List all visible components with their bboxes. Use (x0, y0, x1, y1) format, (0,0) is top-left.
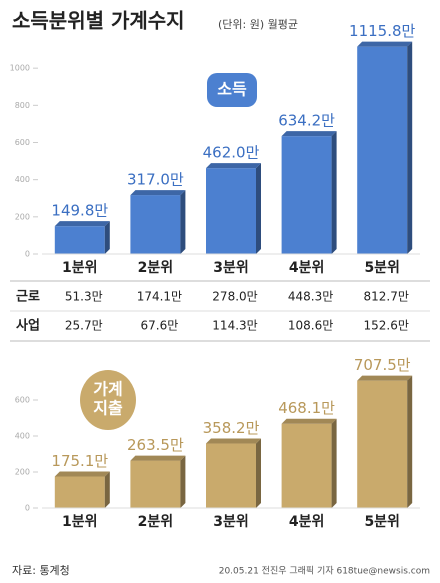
subtitle: (단위: 원) 월평균 (218, 18, 298, 31)
table-cell: 25.7만 (65, 319, 103, 333)
x-tick-label: 4분위 (289, 260, 325, 276)
y-tick-label: 800 (15, 101, 30, 110)
bar-top (54, 221, 110, 227)
bar-side (331, 418, 337, 508)
value-label: 149.8만 (51, 202, 108, 220)
bar (357, 380, 408, 508)
bar (206, 443, 256, 508)
y-tick-label: 200 (15, 468, 30, 477)
x-tick-label: 3분위 (213, 260, 249, 276)
bar-side (104, 471, 110, 508)
bar-side (407, 375, 413, 508)
value-label: 317.0만 (127, 171, 184, 189)
source: 자료: 통계청 (12, 564, 70, 577)
value-label: 1115.8만 (349, 22, 415, 40)
bar (281, 423, 332, 508)
bar (54, 226, 105, 254)
label-badge (80, 370, 136, 430)
table-cell: 114.3만 (212, 319, 257, 333)
y-tick-label: 0 (25, 250, 30, 259)
bar (130, 460, 181, 508)
row-header: 사업 (16, 318, 40, 334)
value-label: 263.5만 (127, 436, 184, 454)
bar-top (130, 190, 186, 196)
bar-side (256, 163, 261, 254)
bar-top (357, 375, 413, 381)
x-tick-label: 3분위 (213, 514, 249, 530)
bar-side (180, 455, 186, 508)
y-tick-label: 400 (15, 175, 30, 184)
bar-top (281, 418, 337, 424)
value-label: 175.1만 (51, 452, 108, 470)
table-cell: 51.3만 (65, 290, 103, 304)
y-tick-label: 200 (15, 212, 30, 221)
bar-side (180, 190, 186, 254)
bar-top (54, 471, 110, 477)
table-cell: 448.3만 (288, 290, 333, 304)
x-tick-label: 2분위 (138, 260, 174, 276)
bar (281, 136, 332, 254)
table-cell: 152.6만 (363, 319, 408, 333)
table-cell: 108.6만 (288, 319, 333, 333)
y-tick-label: 400 (15, 432, 30, 441)
table-cell: 174.1만 (137, 290, 182, 304)
bar-side (407, 41, 413, 254)
y-tick-label: 600 (15, 138, 30, 147)
bar (357, 46, 408, 254)
bar-side (104, 221, 110, 254)
title: 소득분위별 가계수지 (12, 9, 185, 33)
x-tick-label: 1분위 (62, 514, 98, 530)
label-badge (207, 73, 257, 107)
bar (130, 195, 181, 254)
y-tick-label: 600 (15, 396, 30, 405)
chart-label: 가계 (93, 380, 122, 399)
x-tick-label: 4분위 (289, 514, 325, 530)
value-label: 462.0만 (203, 144, 260, 162)
table-cell: 67.6만 (141, 319, 179, 333)
bar-top (357, 41, 413, 47)
x-tick-label: 1분위 (62, 260, 98, 276)
x-tick-label: 5분위 (364, 514, 400, 530)
y-tick-label: 0 (25, 504, 30, 513)
value-label: 358.2만 (203, 419, 260, 437)
bar-top (281, 131, 337, 137)
bar (54, 476, 105, 508)
bar-side (256, 438, 261, 508)
value-label: 634.2만 (278, 112, 335, 130)
table-cell: 278.0만 (212, 290, 257, 304)
chart-label: 지출 (93, 399, 123, 418)
value-label: 468.1만 (278, 399, 335, 417)
x-tick-label: 5분위 (364, 260, 400, 276)
value-label: 707.5만 (354, 356, 411, 374)
bar (206, 168, 256, 254)
table-cell: 812.7만 (363, 290, 408, 304)
chart-label: 소득 (217, 80, 247, 99)
row-header: 근로 (16, 290, 40, 305)
bar-top (130, 455, 186, 461)
x-tick-label: 2분위 (138, 514, 174, 530)
bar-top (206, 163, 261, 169)
bar-top (206, 438, 261, 444)
y-tick-label: 1000 (10, 64, 30, 73)
bar-side (331, 131, 337, 254)
credit: 20.05.21 전진우 그래픽 기자 618tue@newsis.com (219, 566, 430, 577)
